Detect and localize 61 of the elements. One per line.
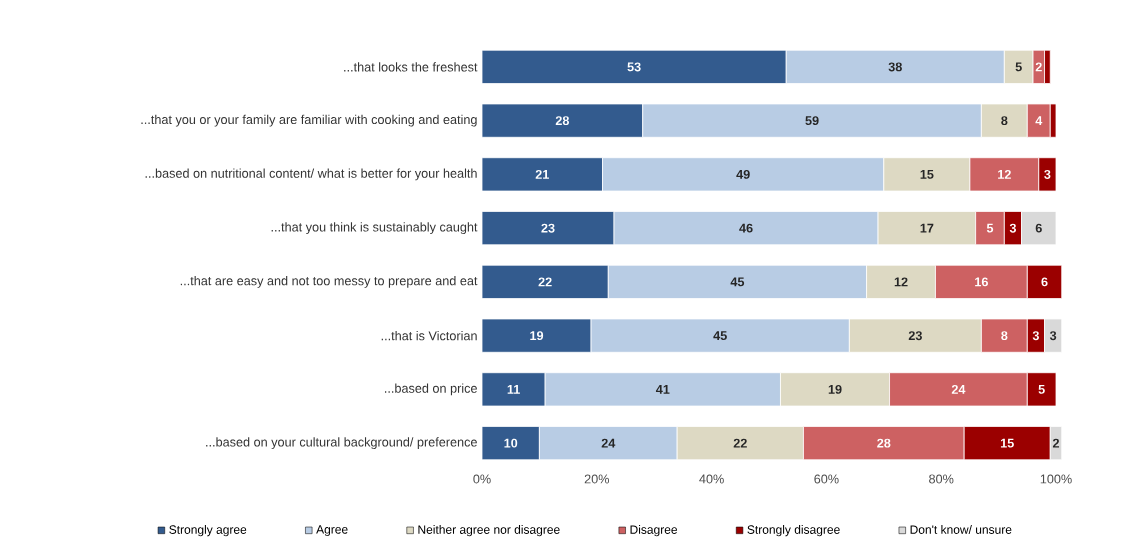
legend-label: Don't know/ unsure <box>910 525 1012 534</box>
data-label: 59 <box>805 116 819 126</box>
data-label: 3 <box>1044 169 1051 179</box>
data-label: 8 <box>1001 331 1008 341</box>
data-label: 19 <box>828 384 842 394</box>
data-label: 15 <box>1000 438 1014 448</box>
x-tick-label: 40% <box>699 474 724 484</box>
legend-label: Disagree <box>630 525 678 537</box>
data-label: 3 <box>1032 331 1039 341</box>
data-label: 3 <box>1009 223 1017 233</box>
data-label: 28 <box>555 116 570 126</box>
y-tick-label: ...that you or your family are familiar with cooking and eating <box>141 114 477 127</box>
data-label: 6 <box>1041 277 1048 287</box>
y-tick-label: ...that you think is sustainably caught <box>271 222 478 235</box>
legend-label: Strongly disagree <box>747 525 840 537</box>
y-tick-label: ...based on price <box>385 383 477 396</box>
data-label: 45 <box>713 331 727 341</box>
data-label: 16 <box>975 277 988 287</box>
x-tick-label: 20% <box>584 474 610 484</box>
data-label: 23 <box>541 223 555 233</box>
data-label: 10 <box>504 438 518 448</box>
data-label: 15 <box>920 169 934 179</box>
data-label: 53 <box>627 62 641 72</box>
data-label: 4 <box>1035 116 1043 125</box>
data-label: 3 <box>1049 331 1057 341</box>
data-label: 45 <box>730 277 745 287</box>
data-label: 5 <box>1015 62 1022 72</box>
legend-label: Strongly agree <box>169 525 247 537</box>
y-tick-label: ...that are easy and not too messy to prepare and eat <box>180 275 478 288</box>
data-label: 5 <box>1038 384 1045 394</box>
y-tick-label: ...based on nutritional content/ what is better for your health <box>145 168 477 181</box>
legend-label: Agree <box>316 525 348 537</box>
data-label: 2 <box>1035 62 1042 72</box>
data-label: 21 <box>535 169 549 179</box>
data-label: 28 <box>877 438 891 448</box>
y-tick-label: ...that is Victorian <box>381 330 477 341</box>
data-label: 2 <box>1052 438 1060 448</box>
data-label: 12 <box>998 169 1011 179</box>
y-tick-label: ...that looks the freshest <box>344 62 478 72</box>
y-tick-label: ...based on your cultural background/ preference <box>206 437 477 450</box>
data-label: 6 <box>1035 223 1042 233</box>
data-label: 24 <box>601 438 616 448</box>
data-label: 38 <box>888 62 902 72</box>
x-tick-label: 0% <box>473 474 491 484</box>
data-label: 46 <box>739 223 753 233</box>
data-label: 22 <box>538 277 552 287</box>
data-label: 5 <box>986 223 994 233</box>
data-label: 8 <box>1001 116 1008 126</box>
data-label: 19 <box>530 331 544 341</box>
data-label: 17 <box>920 223 934 233</box>
x-tick-label: 80% <box>929 474 954 484</box>
data-label: 49 <box>736 169 750 179</box>
data-label: 23 <box>908 331 922 341</box>
x-tick-label: 100% <box>1040 474 1072 484</box>
data-label: 12 <box>894 277 908 287</box>
data-label: 22 <box>733 438 747 448</box>
data-label: 11 <box>507 385 520 394</box>
data-label: 24 <box>951 384 966 394</box>
legend-label: Neither agree nor disagree <box>418 525 560 537</box>
data-label: 41 <box>655 385 670 394</box>
x-tick-label: 60% <box>814 474 839 484</box>
